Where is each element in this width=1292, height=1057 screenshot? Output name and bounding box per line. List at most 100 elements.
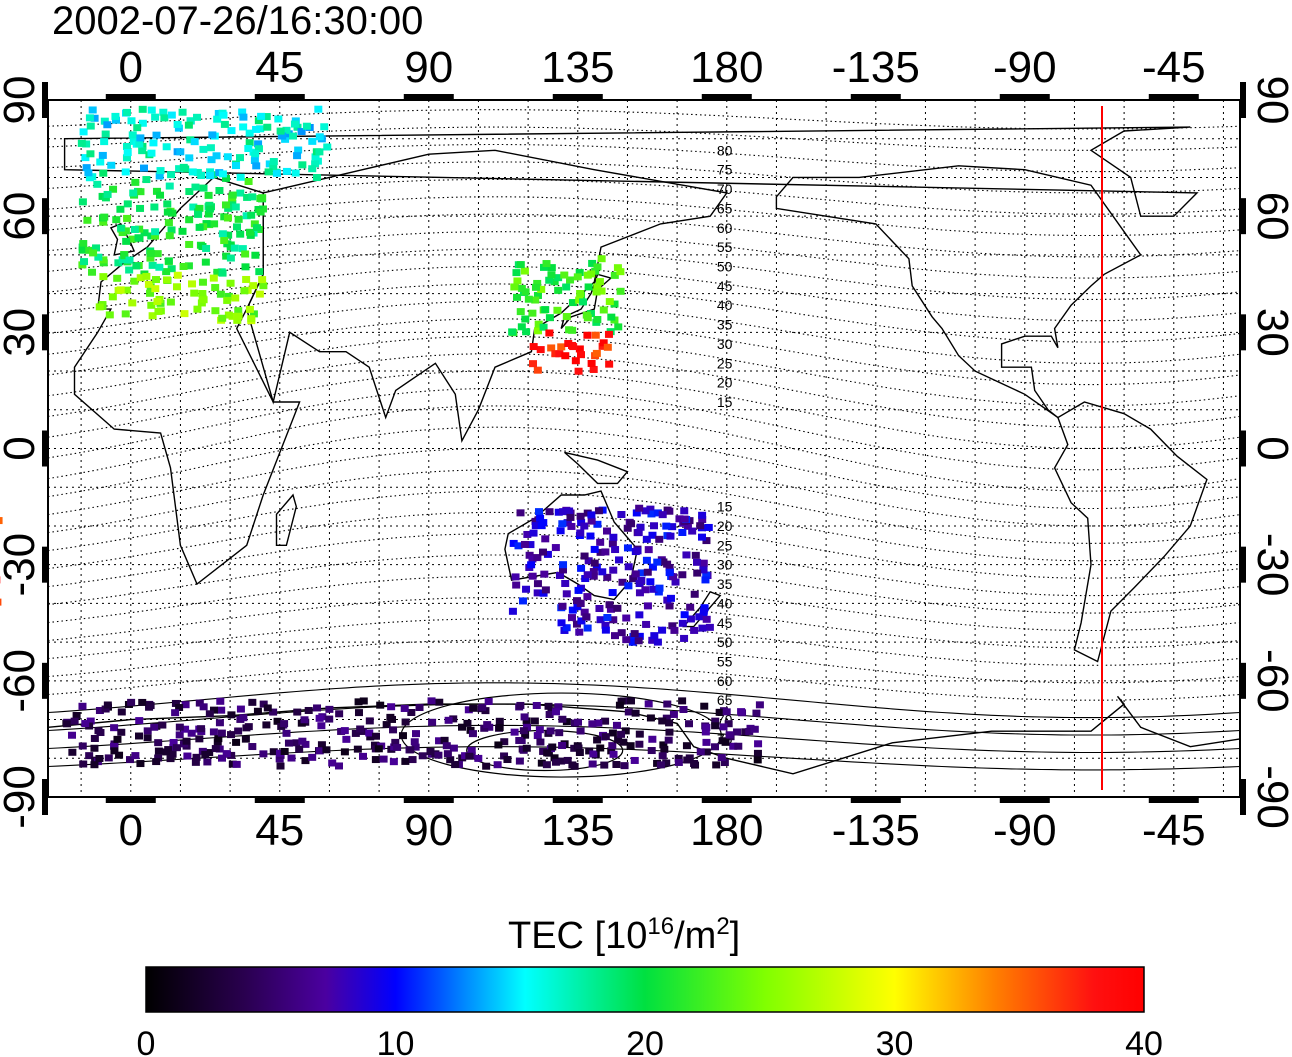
tec-cell-antarctica	[555, 729, 564, 737]
tec-cell-antarctica	[263, 704, 272, 712]
tec-cell-northern-europe	[185, 216, 194, 224]
tec-cell-northern-europe	[155, 263, 164, 271]
tec-cell-northern-europe	[205, 201, 214, 209]
tec-cell-antarctica	[609, 750, 618, 758]
tec-cell-australia	[536, 514, 545, 522]
tec-cell-australia	[518, 597, 527, 605]
contour-label: 15	[717, 499, 733, 515]
lon-tick-label-top: 135	[541, 43, 614, 92]
tec-cell-arctic	[232, 162, 241, 170]
tec-cell-arctic	[111, 116, 120, 124]
tec-cell-antarctica	[143, 734, 152, 742]
tec-cell-northern-europe	[220, 237, 229, 245]
tec-cell-arctic	[254, 117, 263, 125]
contour-label: 25	[717, 355, 733, 371]
tec-cell-south-america	[0, 598, 2, 606]
tec-cell-antarctica	[696, 748, 705, 756]
lat-tick-label-right: -60	[1248, 649, 1292, 713]
tec-cell-australia	[567, 522, 576, 530]
tec-cell-australia	[545, 508, 554, 516]
contour-label: 70	[717, 181, 733, 197]
coastline-north-america	[775, 165, 1142, 419]
tec-cell-australia	[580, 522, 589, 530]
tec-cell-antarctica	[548, 743, 557, 751]
tec-cell-antarctica	[131, 752, 140, 760]
frame-tick-top	[850, 94, 901, 100]
lon-tick-label-top: 180	[690, 43, 763, 92]
dip-contour	[47, 469, 1241, 544]
frame-tick-right	[1240, 198, 1246, 235]
tec-cell-antarctica	[387, 703, 396, 711]
tec-cell-southern-europe	[146, 289, 155, 297]
tec-cell-arctic	[86, 122, 95, 130]
tec-cell-antarctica	[209, 706, 218, 714]
tec-cell-northern-europe	[78, 198, 87, 206]
tec-cell-antarctica	[172, 744, 181, 752]
tec-cell-australia	[558, 520, 567, 528]
tec-cell-australia	[696, 522, 705, 530]
tec-cell-antarctica	[304, 706, 313, 714]
contour-label: 30	[717, 336, 733, 352]
tec-cell-northern-europe	[195, 204, 204, 212]
lon-tick-label-top: -90	[993, 43, 1057, 92]
tec-cell-antarctica	[138, 698, 147, 706]
tec-cell-northern-europe	[162, 268, 171, 276]
colorbar: TEC [1016/m2] 0 10 20 30 40	[137, 913, 1163, 1057]
tec-cell-australia	[613, 604, 622, 612]
tec-cell-antarctica	[711, 743, 720, 751]
tec-cell-antarctica	[356, 725, 365, 733]
tec-cell-australia	[646, 505, 655, 513]
tec-cell-antarctica	[300, 716, 309, 724]
tec-cell-antarctica	[408, 756, 417, 764]
colorbar-ticks: 0 10 20 30 40	[137, 1025, 1163, 1057]
tec-cell-arctic	[269, 163, 278, 171]
tec-cell-east-asia	[582, 311, 591, 319]
tec-cell-antarctica	[166, 755, 175, 763]
contour-label: 50	[717, 259, 733, 275]
tec-cell-northern-europe	[224, 231, 233, 239]
tec-cell-arctic	[208, 131, 217, 139]
tec-cell-australia	[686, 615, 695, 623]
tec-cell-east-asia	[534, 320, 543, 328]
tec-cell-northern-europe	[152, 187, 161, 195]
tec-cell-northern-europe	[122, 237, 131, 245]
tec-cell-east-asia	[539, 323, 548, 331]
tec-cell-australia	[558, 602, 567, 610]
tec-cell-australia	[562, 590, 571, 598]
tec-cell-antarctica	[574, 718, 583, 726]
tec-cell-antarctica	[484, 698, 493, 706]
tec-cell-northern-europe	[99, 218, 108, 226]
tec-cell-australia	[617, 629, 626, 637]
tec-cell-east-asia	[616, 287, 625, 295]
tec-cell-antarctica	[647, 747, 656, 755]
tec-cell-antarctica	[389, 726, 398, 734]
tec-cell-southern-europe	[198, 278, 207, 286]
tec-cell-australia	[587, 511, 596, 519]
tec-cell-northern-europe	[178, 227, 187, 235]
tec-cell-antarctica	[530, 717, 539, 725]
tec-cell-northern-europe	[136, 204, 145, 212]
tec-cell-arctic	[251, 150, 260, 158]
tec-cell-antarctica	[354, 709, 363, 717]
dip-contour	[47, 283, 1241, 343]
dip-contour	[47, 724, 1241, 754]
tec-cell-arctic	[219, 111, 228, 119]
tec-cell-antarctica	[544, 702, 553, 710]
tec-cell-northern-europe	[120, 252, 129, 260]
tec-cell-east-asia	[553, 306, 562, 314]
tec-cell-antarctica	[382, 721, 391, 729]
tec-cell-australia	[522, 585, 531, 593]
tec-cell-antarctica	[494, 741, 503, 749]
tec-cell-southern-europe	[188, 280, 197, 288]
tec-cell-australia	[665, 569, 674, 577]
tec-cell-antarctica	[745, 727, 754, 735]
tec-cell-arctic	[236, 154, 245, 162]
tec-cell-northern-europe	[167, 226, 176, 234]
frame-tick-right	[1240, 546, 1246, 583]
tec-cell-antarctica	[516, 701, 525, 709]
tec-cell-northern-europe	[146, 249, 155, 257]
tec-cell-northern-europe	[130, 225, 139, 233]
tec-cell-australia	[596, 548, 605, 556]
tec-cell-antarctica	[168, 750, 177, 758]
